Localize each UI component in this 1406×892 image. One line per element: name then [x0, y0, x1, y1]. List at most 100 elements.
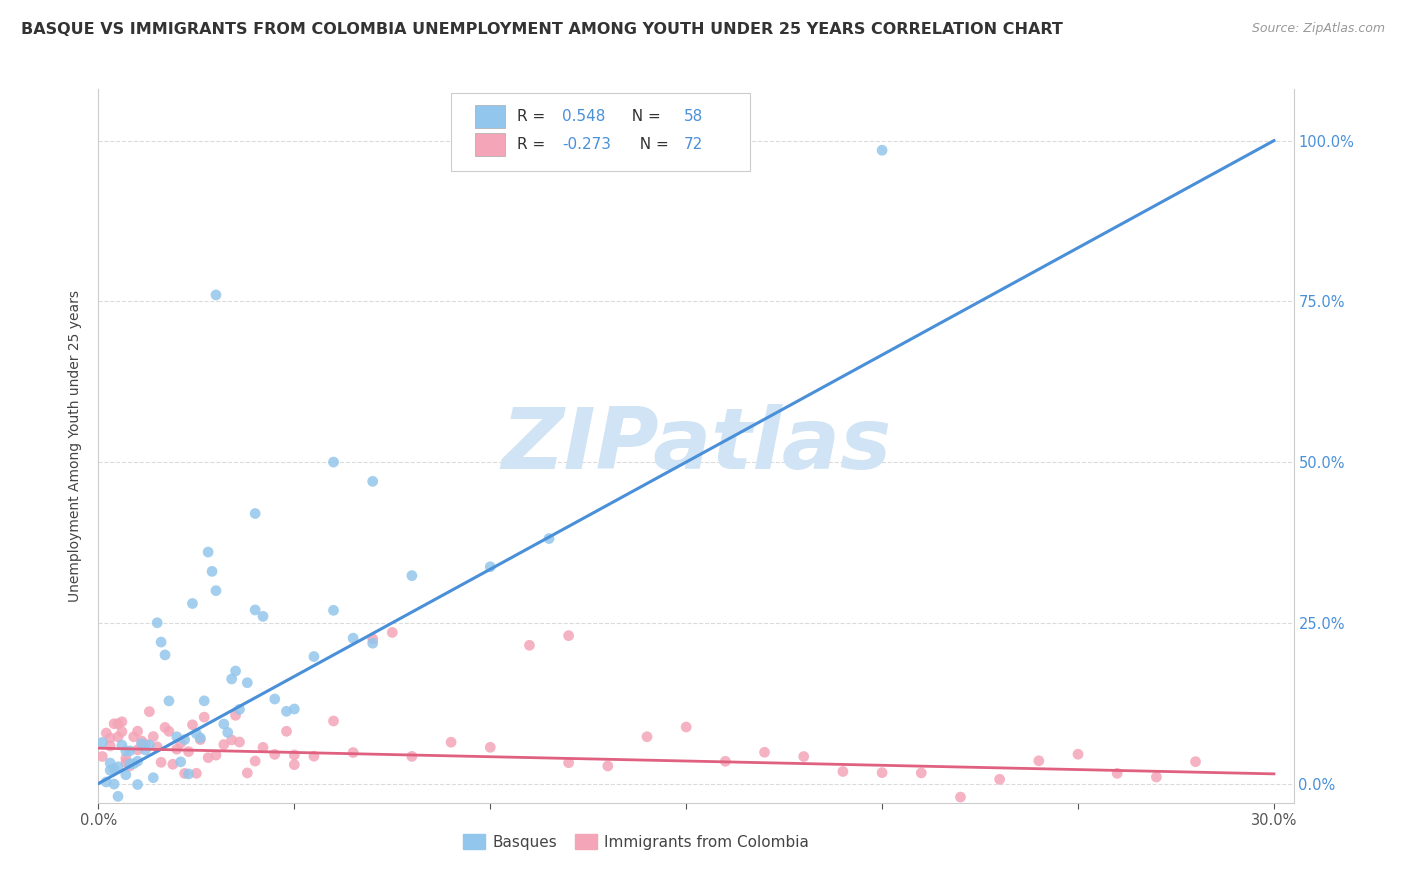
Point	[173, 732, 195, 747]
Point	[479, 559, 502, 574]
Point	[107, 716, 129, 731]
Point	[188, 732, 211, 747]
Point	[96, 775, 118, 789]
Point	[131, 737, 153, 751]
Point	[197, 545, 219, 559]
Point	[236, 675, 259, 690]
Point	[186, 727, 208, 741]
Point	[361, 636, 384, 650]
Point	[217, 725, 239, 739]
Point	[870, 765, 893, 780]
Point	[205, 288, 228, 302]
Point	[153, 648, 176, 662]
Point	[98, 764, 121, 778]
Point	[479, 740, 502, 755]
Point	[381, 625, 404, 640]
Text: ZIPatlas: ZIPatlas	[501, 404, 891, 488]
Point	[157, 694, 180, 708]
Point	[170, 755, 193, 769]
Point	[1107, 766, 1129, 780]
Point	[177, 767, 200, 781]
Point	[146, 615, 169, 630]
Point	[276, 724, 298, 739]
Point	[188, 731, 211, 745]
Point	[122, 756, 145, 771]
Point	[193, 710, 215, 724]
Point	[1184, 755, 1206, 769]
Text: N =: N =	[630, 137, 673, 153]
Point	[138, 738, 160, 752]
Point	[1144, 770, 1167, 784]
Point	[322, 455, 344, 469]
Point	[949, 790, 972, 805]
Point	[205, 583, 228, 598]
Point	[201, 565, 224, 579]
Point	[111, 724, 134, 739]
Point	[115, 768, 138, 782]
Point	[263, 692, 285, 706]
Point	[596, 759, 619, 773]
Point	[150, 635, 173, 649]
Y-axis label: Unemployment Among Youth under 25 years: Unemployment Among Youth under 25 years	[69, 290, 83, 602]
Point	[162, 757, 184, 772]
Point	[537, 532, 560, 546]
Point	[91, 749, 114, 764]
Point	[212, 717, 235, 731]
Point	[103, 716, 125, 731]
Point	[910, 766, 932, 780]
Point	[103, 762, 125, 776]
Point	[283, 747, 305, 762]
Point	[127, 754, 149, 768]
Point	[212, 738, 235, 752]
FancyBboxPatch shape	[451, 93, 749, 171]
Point	[122, 730, 145, 744]
Point	[228, 735, 250, 749]
Point	[166, 742, 188, 756]
Point	[193, 694, 215, 708]
Text: 0.548: 0.548	[562, 109, 606, 124]
Point	[115, 756, 138, 770]
Point	[107, 730, 129, 744]
Point	[519, 638, 541, 652]
Point	[98, 739, 121, 753]
Text: 58: 58	[685, 109, 703, 124]
Point	[142, 730, 165, 744]
Point	[91, 735, 114, 749]
Point	[361, 475, 384, 489]
Point	[263, 747, 285, 762]
Point	[98, 756, 121, 770]
Point	[111, 714, 134, 729]
Point	[557, 629, 579, 643]
Point	[127, 743, 149, 757]
Point	[302, 749, 325, 764]
Point	[276, 704, 298, 718]
Point	[243, 507, 266, 521]
Point	[243, 603, 266, 617]
Text: R =: R =	[517, 137, 550, 153]
Point	[98, 731, 121, 745]
Point	[283, 757, 305, 772]
Point	[173, 766, 195, 780]
Point	[557, 756, 579, 770]
Point	[221, 733, 243, 747]
Point	[252, 740, 274, 755]
Point	[322, 603, 344, 617]
Point	[166, 730, 188, 744]
Point	[225, 664, 247, 678]
Text: -0.273: -0.273	[562, 137, 612, 153]
Point	[205, 748, 228, 763]
Point	[181, 718, 204, 732]
Point	[150, 756, 173, 770]
Point	[118, 744, 141, 758]
Point	[146, 739, 169, 754]
Point	[636, 730, 658, 744]
Point	[252, 609, 274, 624]
Point	[1067, 747, 1090, 762]
Point	[870, 143, 893, 157]
Point	[138, 705, 160, 719]
Text: BASQUE VS IMMIGRANTS FROM COLOMBIA UNEMPLOYMENT AMONG YOUTH UNDER 25 YEARS CORRE: BASQUE VS IMMIGRANTS FROM COLOMBIA UNEMP…	[21, 22, 1063, 37]
Point	[322, 714, 344, 728]
Point	[153, 721, 176, 735]
Point	[1028, 754, 1050, 768]
Point	[675, 720, 697, 734]
